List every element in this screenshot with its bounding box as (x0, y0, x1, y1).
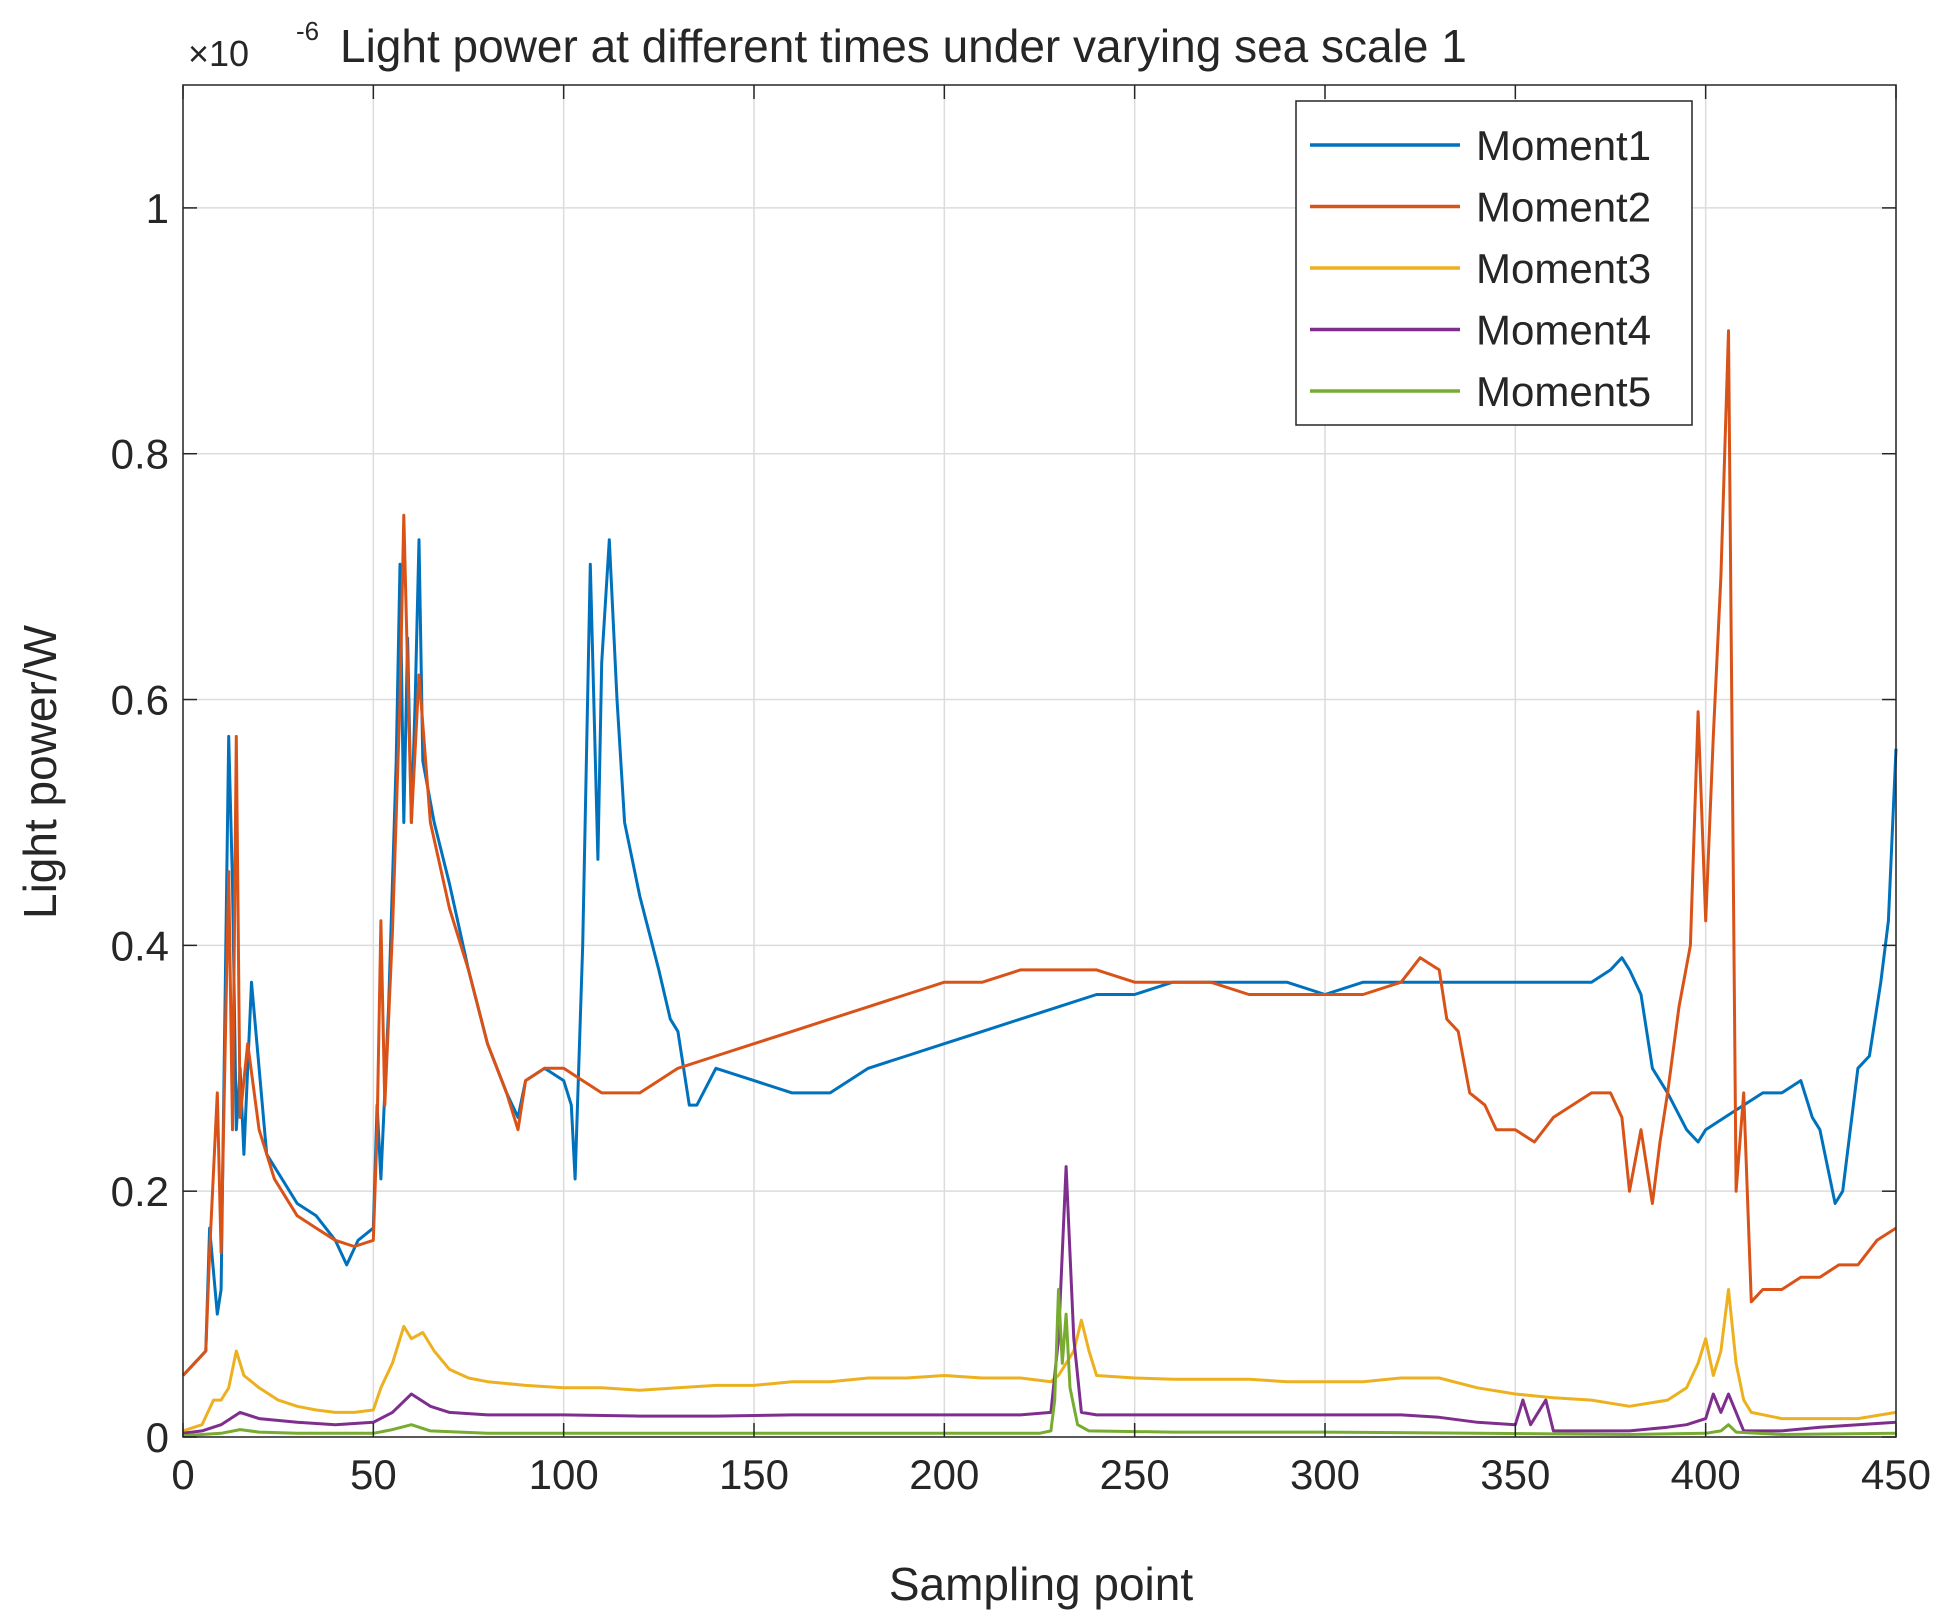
x-tick-label: 400 (1671, 1451, 1741, 1498)
x-tick-label: 150 (719, 1451, 789, 1498)
y-tick-label: 0.4 (111, 922, 169, 969)
x-tick-label: 450 (1861, 1451, 1931, 1498)
legend-item: Moment5 (1310, 368, 1651, 415)
legend-label: Moment5 (1476, 368, 1651, 415)
y-tick-label: 0.8 (111, 431, 169, 478)
axes-box (182, 84, 1897, 1438)
legend-item: Moment1 (1310, 122, 1651, 169)
x-tick-label: 200 (909, 1451, 979, 1498)
x-axis-ticks: 0 50 100 150 200 250 300 350 400 450 (171, 85, 1931, 1498)
x-tick-label: 50 (350, 1451, 397, 1498)
series-lines (181, 329, 1898, 1438)
y-tick-label: 0.2 (111, 1168, 169, 1215)
series-line-moment4 (182, 1165, 1897, 1435)
legend-label: Moment3 (1476, 245, 1651, 292)
legend-item: Moment4 (1310, 307, 1651, 354)
series-line-moment1 (181, 538, 1898, 1377)
legend-item: Moment2 (1310, 184, 1651, 231)
legend-item: Moment3 (1310, 245, 1651, 292)
legend-label: Moment2 (1476, 184, 1651, 231)
x-tick-label: 100 (529, 1451, 599, 1498)
multiplier-base: ×10 (188, 33, 249, 74)
series-line-moment5 (182, 1288, 1897, 1438)
multiplier-exponent: -6 (296, 16, 319, 46)
legend-label: Moment4 (1476, 307, 1651, 354)
y-axis-label: Light power/W (14, 624, 66, 919)
x-tick-label: 350 (1480, 1451, 1550, 1498)
y-tick-label: 0.6 (111, 677, 169, 724)
series-line-moment3 (182, 1288, 1897, 1433)
x-tick-label: 300 (1290, 1451, 1360, 1498)
chart-title: Light power at different times under var… (340, 20, 1467, 72)
x-axis-label: Sampling point (889, 1558, 1194, 1610)
y-tick-label: 0 (146, 1414, 169, 1461)
legend-box (1295, 100, 1693, 426)
y-tick-label: 1 (146, 185, 169, 232)
x-tick-label: 0 (171, 1451, 194, 1498)
y-axis-ticks: 0 0.2 0.4 0.6 0.8 1 (111, 185, 1896, 1461)
series-line-moment2 (181, 329, 1897, 1377)
x-tick-label: 250 (1100, 1451, 1170, 1498)
legend-label: Moment1 (1476, 122, 1651, 169)
legend: Moment1 Moment2 Moment3 Moment4 Moment5 (1295, 100, 1693, 426)
